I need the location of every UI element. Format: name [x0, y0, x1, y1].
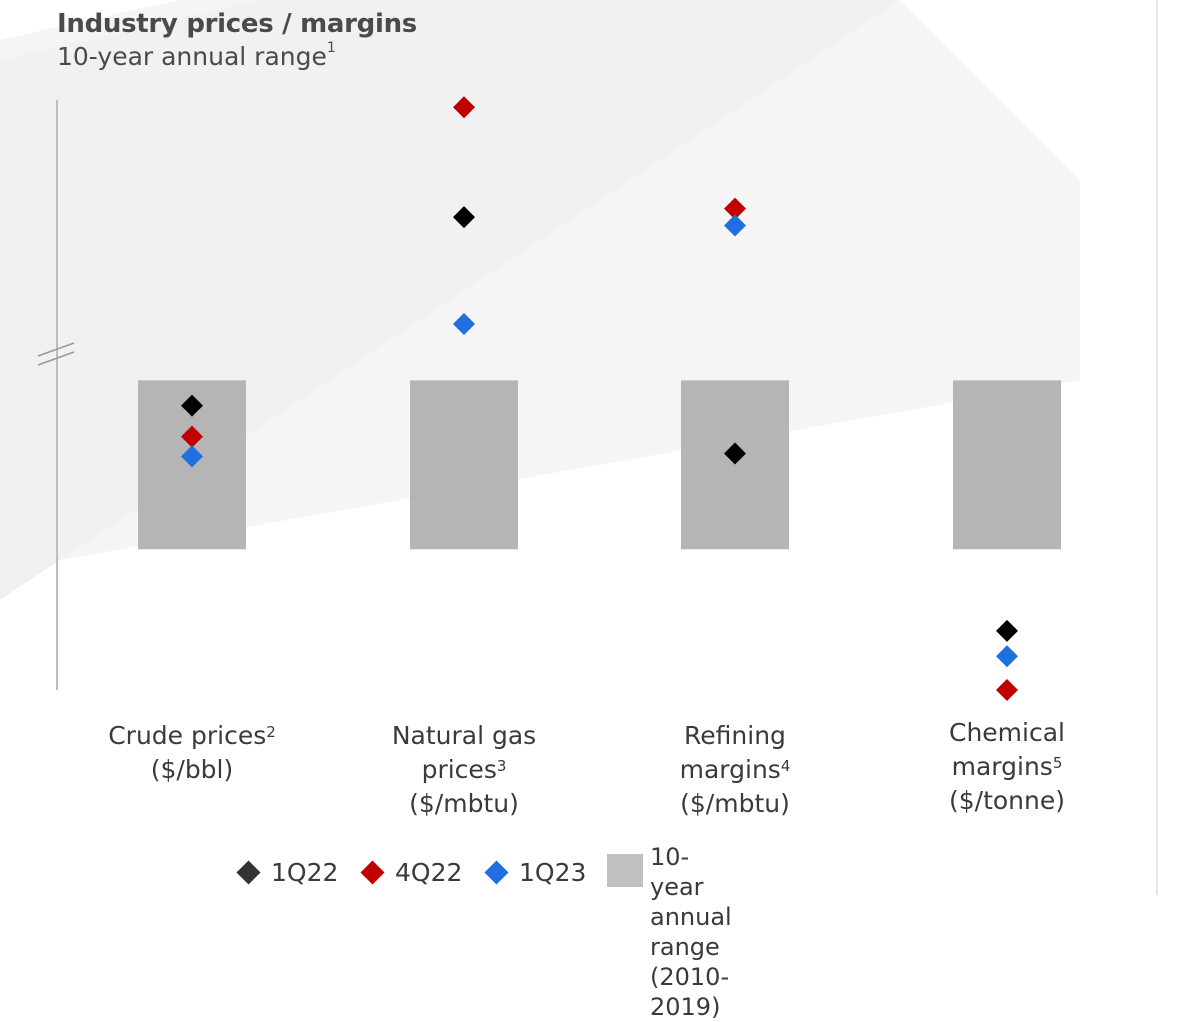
category-unit: ($/mbtu)	[409, 789, 519, 818]
legend-marker-1q23	[484, 860, 509, 885]
legend-marker-1q22	[236, 860, 261, 885]
category-label-line: margins5	[951, 752, 1063, 781]
category-label-2: Refining margins4 ($/mbtu)	[625, 719, 845, 821]
legend-label-1q22: 1Q22	[271, 858, 339, 887]
point-1q22-3	[996, 619, 1018, 642]
range-bar-3	[953, 380, 1061, 550]
axis-break-mark-1	[37, 342, 75, 357]
category-label-0: Crude prices2 ($/bbl)	[82, 719, 302, 787]
point-1q23-1	[453, 313, 475, 336]
chart-title: Industry prices / margins	[57, 9, 417, 39]
category-label-line: prices3	[421, 755, 507, 784]
axis-break-mark-2	[37, 351, 75, 366]
category-label-line: margins4	[679, 755, 791, 784]
category-label-1: Natural gas prices3 ($/mbtu)	[354, 719, 574, 821]
point-4q22-2	[724, 197, 746, 220]
category-label-line: Natural gas	[391, 721, 537, 750]
point-1q23-0	[181, 445, 203, 468]
category-unit: ($/tonne)	[948, 786, 1065, 815]
point-1q23-2	[724, 214, 746, 237]
legend-item-1q22: 1Q22	[236, 858, 339, 887]
range-bar-2	[681, 380, 789, 550]
legend-item-4q22: 4Q22	[360, 858, 463, 887]
point-4q22-0	[181, 425, 203, 448]
point-1q22-1	[453, 206, 475, 229]
chart-subtitle: 10-year annual range1	[57, 40, 336, 71]
range-bar-1	[410, 380, 518, 550]
range-chart	[37, 96, 1061, 701]
legend-marker-4q22	[360, 860, 385, 885]
point-1q23-3	[996, 645, 1018, 668]
point-1q22-0	[181, 394, 203, 417]
right-border	[1156, 0, 1158, 895]
category-label-line: Chemical	[949, 718, 1065, 747]
subtitle-footnote: 1	[326, 40, 336, 56]
point-4q22-3	[996, 679, 1018, 701]
legend-item-1q23: 1Q23	[484, 858, 587, 887]
category-footnote: 4	[780, 757, 791, 775]
category-footnote: 3	[496, 757, 507, 775]
category-footnote: 5	[1052, 754, 1063, 772]
point-1q22-2	[724, 442, 746, 465]
category-unit: ($/bbl)	[150, 755, 234, 784]
legend-label-4q22: 4Q22	[395, 858, 463, 887]
legend-range-swatch	[607, 854, 643, 887]
category-unit: ($/mbtu)	[680, 789, 790, 818]
subtitle-text: 10-year annual range	[57, 42, 327, 71]
legend-label-1q23: 1Q23	[519, 858, 587, 887]
category-label-line: Refining	[684, 721, 786, 750]
point-4q22-1	[453, 96, 475, 119]
category-label-3: Chemical margins5 ($/tonne)	[897, 716, 1117, 818]
category-footnote: 2	[266, 723, 276, 741]
category-label-line: Crude prices2	[108, 721, 276, 750]
legend-range-label: 10-year annual range (2010-2019)	[650, 843, 732, 1021]
